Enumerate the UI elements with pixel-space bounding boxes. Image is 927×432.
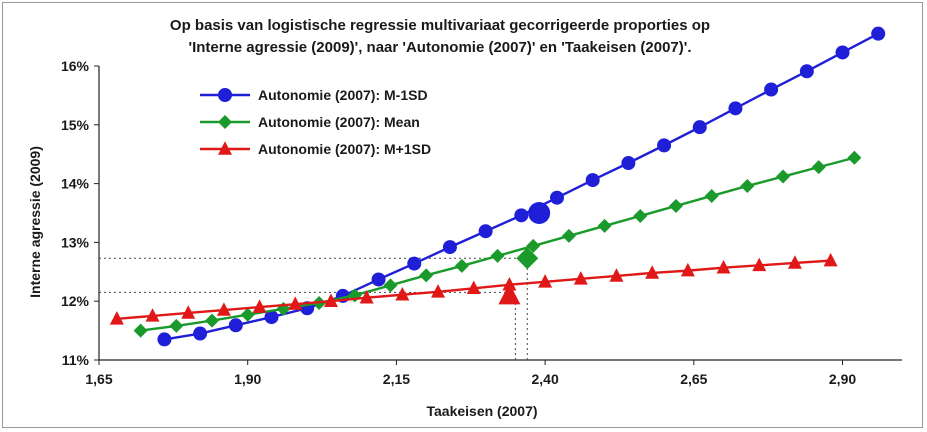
data-point [514, 208, 529, 223]
data-point [288, 296, 303, 310]
data-point [692, 120, 707, 135]
data-point [264, 310, 279, 325]
legend-marker [218, 141, 232, 155]
chart-title-line-2: 'Interne agressie (2009)', naar 'Autonom… [189, 39, 692, 56]
data-point [466, 280, 481, 295]
data-point [252, 299, 267, 313]
data-point [668, 198, 683, 213]
data-point [633, 208, 648, 223]
x-tick-label: 2,15 [383, 371, 410, 387]
legend-label: Autonomie (2007): Mean [258, 114, 420, 130]
data-point [169, 318, 184, 333]
data-point [359, 289, 374, 304]
data-point [823, 252, 838, 267]
y-tick-label: 11% [62, 352, 90, 368]
data-point [490, 248, 505, 263]
data-point [431, 284, 446, 298]
data-point [787, 255, 802, 269]
data-point [609, 268, 624, 282]
x-tick-label: 1,90 [234, 371, 261, 387]
x-tick-label: 2,65 [680, 371, 707, 387]
x-axis-label: Taakeisen (2007) [426, 403, 537, 419]
data-point [216, 302, 231, 316]
highlighted-point [516, 247, 539, 270]
data-point [371, 272, 386, 287]
data-point [145, 308, 160, 322]
y-axis-label: Interne agressie (2009) [27, 146, 43, 298]
data-point [228, 318, 243, 333]
y-tick-label: 16% [61, 58, 90, 74]
data-point [419, 268, 434, 283]
data-point [573, 271, 588, 285]
data-point [799, 64, 814, 79]
data-point [538, 274, 553, 288]
data-point [716, 259, 731, 274]
data-point [383, 278, 398, 293]
data-point [728, 101, 743, 116]
y-tick-label: 13% [61, 234, 90, 250]
data-point [193, 326, 208, 341]
chart-frame [2, 2, 923, 428]
data-point [157, 332, 172, 347]
x-tick-label: 2,40 [531, 371, 558, 387]
data-point [205, 313, 220, 328]
data-point [454, 258, 469, 273]
data-point [395, 287, 410, 301]
data-point [526, 238, 541, 253]
y-tick-label: 12% [61, 293, 90, 309]
data-point [133, 323, 148, 338]
data-point [740, 178, 755, 193]
data-point [442, 240, 457, 255]
data-point [847, 150, 862, 165]
y-tick-label: 14% [61, 176, 90, 192]
series-line-1 [164, 32, 879, 341]
data-point [657, 138, 672, 153]
data-point [407, 256, 422, 271]
data-point [752, 257, 767, 272]
data-point [181, 305, 196, 319]
data-point [109, 311, 124, 325]
legend-marker [218, 115, 232, 129]
data-point [680, 262, 695, 277]
legend-label: Autonomie (2007): M-1SD [258, 87, 428, 103]
data-point [764, 82, 779, 97]
data-point [704, 188, 719, 203]
data-point [597, 218, 612, 233]
highlighted-point [528, 202, 551, 224]
highlighted-point [498, 283, 521, 305]
data-point [585, 173, 600, 188]
y-tick-label: 15% [61, 117, 90, 133]
data-point [811, 160, 826, 175]
data-point [621, 156, 636, 171]
data-point [871, 26, 886, 41]
data-point [561, 228, 576, 243]
legend-marker [218, 88, 232, 102]
data-point [323, 293, 338, 307]
data-point [240, 307, 255, 322]
chart-title-line-1: Op basis van logistische regressie multi… [170, 17, 710, 34]
data-point [835, 45, 850, 60]
data-point [645, 265, 660, 279]
legend-label: Autonomie (2007): M+1SD [258, 141, 431, 157]
data-point [478, 224, 493, 239]
data-point [776, 169, 791, 184]
plot-area: 11% 12% 13% 14% 15% 16% 1,65 1,90 2,15 2,40 2,65 2,… [61, 26, 902, 387]
x-tick-label: 1,65 [85, 371, 112, 387]
data-point [550, 190, 565, 205]
x-tick-label: 2,90 [829, 371, 856, 387]
